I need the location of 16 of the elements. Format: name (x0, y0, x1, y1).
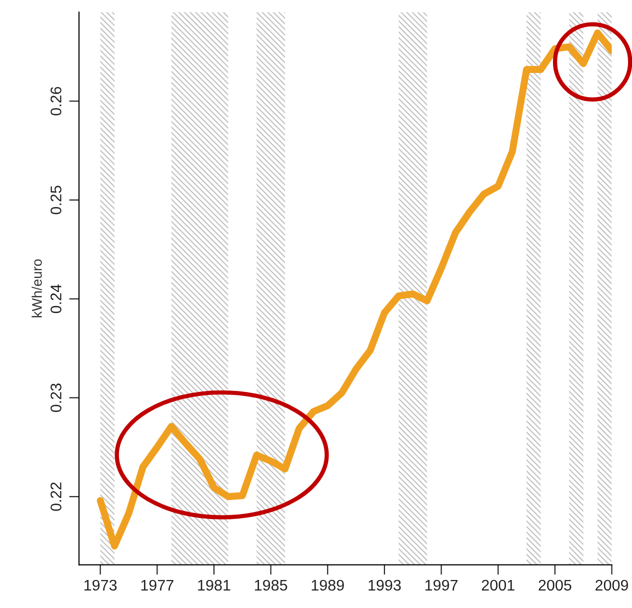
x-tick-label: 1993 (368, 580, 401, 591)
x-tick-label: 1997 (425, 580, 458, 591)
x-tick-label: 2001 (482, 580, 514, 591)
y-tick-label: 0.23 (50, 384, 62, 412)
x-tick-label: 2005 (538, 580, 572, 591)
x-tick-label: 1981 (198, 580, 230, 591)
x-tick-label: 2009 (596, 580, 628, 591)
y-tick-label: 0.22 (50, 482, 62, 511)
x-tick-label: 1989 (312, 580, 344, 591)
y-tick-label: 0.25 (50, 186, 62, 214)
y-tick-label: 0.26 (50, 86, 62, 116)
y-axis-title: kWh/euro (32, 259, 42, 318)
y-tick-label: 0.24 (50, 284, 62, 314)
x-tick-label: 1977 (141, 580, 174, 591)
x-tick-label: 1985 (254, 580, 288, 591)
x-tick-label: 1973 (84, 580, 117, 591)
